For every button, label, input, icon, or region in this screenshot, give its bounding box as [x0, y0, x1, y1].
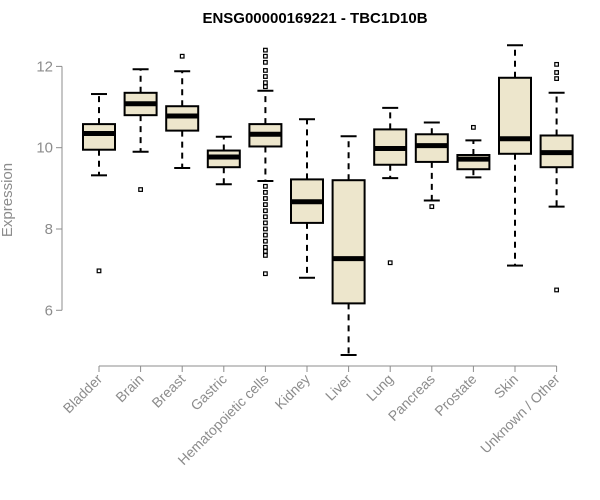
x-tick-label: Prostate	[431, 371, 479, 419]
box-skin	[498, 44, 532, 267]
x-tick-label: Bladder	[60, 371, 106, 417]
y-tick-label: 10	[36, 140, 53, 157]
outlier-point	[387, 260, 393, 266]
outlier-point	[263, 68, 268, 73]
outlier-point	[263, 59, 268, 65]
x-tick-label: Liver	[322, 371, 355, 404]
outlier-point	[554, 70, 559, 75]
outlier-point	[263, 183, 268, 189]
outlier-point	[429, 204, 435, 210]
outlier-point	[263, 80, 268, 86]
outlier-point	[263, 271, 268, 277]
box-pancreas	[414, 121, 449, 210]
y-tick-label: 8	[45, 221, 53, 238]
box-liver	[331, 135, 366, 356]
box-iqr	[498, 76, 532, 155]
outlier-point	[263, 208, 268, 214]
outlier-point	[263, 196, 268, 201]
outlier-point	[263, 232, 268, 238]
x-tick-label: Lung	[363, 371, 396, 404]
outlier-point	[179, 53, 185, 59]
box-iqr	[331, 179, 366, 305]
box-iqr	[82, 123, 116, 151]
x-tick-label: Kidney	[272, 371, 314, 413]
box-lung	[373, 106, 408, 266]
box-series	[82, 44, 574, 356]
y-tick-label: 6	[45, 302, 53, 319]
outlier-point	[263, 53, 268, 59]
box-bladder	[82, 93, 116, 274]
outlier-point	[263, 47, 268, 53]
y-axis: 6 8 10 12	[36, 58, 63, 319]
box-brain	[123, 68, 158, 192]
outlier-point	[263, 74, 268, 79]
x-tick-label: Breast	[148, 371, 188, 411]
x-tick-label: Unknown / Other	[477, 371, 563, 457]
x-tick-label: Skin	[491, 371, 522, 402]
y-axis-label: Expression	[0, 163, 16, 237]
x-tick-label: Brain	[112, 371, 146, 405]
box-unknown-other	[539, 61, 574, 293]
outlier-point	[138, 187, 144, 192]
y-tick-label: 12	[36, 58, 53, 75]
outlier-point	[263, 84, 268, 90]
outlier-point	[471, 124, 476, 130]
outlier-point	[263, 220, 268, 226]
box-gastric	[206, 135, 241, 186]
outlier-point	[263, 244, 268, 250]
outlier-point	[263, 190, 268, 195]
outlier-point	[263, 226, 268, 232]
box-prostate	[456, 124, 491, 179]
chart-title: ENSG00000169221 - TBC1D10B	[202, 10, 427, 27]
outlier-point	[554, 76, 559, 81]
outlier-point	[554, 61, 559, 67]
outlier-point	[263, 214, 268, 220]
outlier-point	[263, 238, 268, 244]
box-breast	[165, 53, 200, 170]
outlier-point	[263, 253, 268, 258]
box-hematopoietic-cells	[248, 47, 283, 277]
outlier-point	[554, 287, 559, 293]
outlier-point	[263, 248, 268, 254]
outlier-point	[96, 268, 102, 274]
box-kidney	[290, 118, 324, 279]
outlier-point	[263, 202, 268, 207]
